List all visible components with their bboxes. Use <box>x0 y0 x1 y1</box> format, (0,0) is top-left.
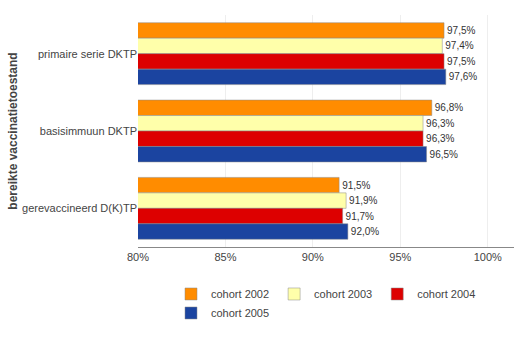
svg-text:91,9%: 91,9% <box>349 195 377 206</box>
svg-text:cohort 2002: cohort 2002 <box>211 288 269 300</box>
svg-text:85%: 85% <box>214 251 236 263</box>
svg-text:100%: 100% <box>474 251 502 263</box>
svg-text:96,5%: 96,5% <box>430 149 458 160</box>
svg-text:97,5%: 97,5% <box>447 56 475 67</box>
svg-text:basisimmuun DKTP: basisimmuun DKTP <box>40 125 137 137</box>
svg-text:97,6%: 97,6% <box>449 71 477 82</box>
svg-text:gerevaccineerd D(K)TP: gerevaccineerd D(K)TP <box>22 202 137 214</box>
svg-text:97,4%: 97,4% <box>445 40 473 51</box>
svg-text:cohort 2003: cohort 2003 <box>314 288 372 300</box>
svg-text:80%: 80% <box>127 251 149 263</box>
svg-text:primaire serie DKTP: primaire serie DKTP <box>38 48 137 60</box>
svg-text:97,5%: 97,5% <box>447 25 475 36</box>
svg-text:91,7%: 91,7% <box>346 211 374 222</box>
svg-text:96,3%: 96,3% <box>426 133 454 144</box>
svg-text:cohort 2004: cohort 2004 <box>417 288 475 300</box>
svg-text:96,8%: 96,8% <box>435 102 463 113</box>
svg-text:90%: 90% <box>302 251 324 263</box>
svg-text:cohort 2005: cohort 2005 <box>211 307 269 319</box>
svg-text:91,5%: 91,5% <box>342 180 370 191</box>
svg-text:95%: 95% <box>389 251 411 263</box>
svg-text:bereikte vaccinatietoestand: bereikte vaccinatietoestand <box>6 52 20 209</box>
svg-text:92,0%: 92,0% <box>351 226 379 237</box>
svg-text:96,3%: 96,3% <box>426 118 454 129</box>
